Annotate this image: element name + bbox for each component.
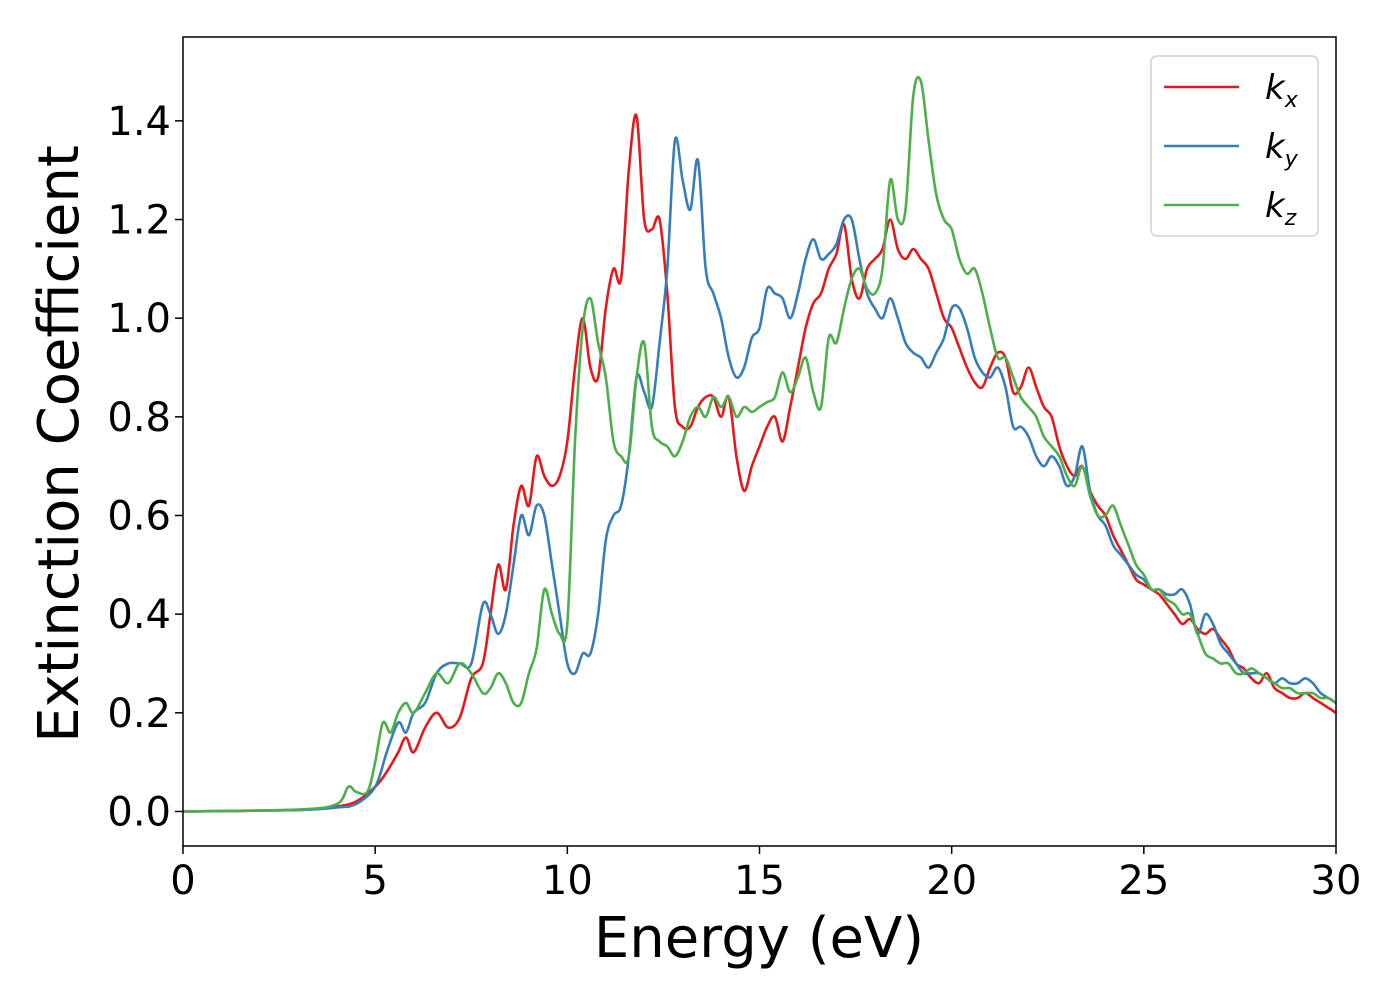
x-tick-label: 30 xyxy=(1311,858,1362,904)
y-tick-label: 1.2 xyxy=(107,198,171,244)
x-tick-label: 25 xyxy=(1118,858,1169,904)
y-tick-label: 0.0 xyxy=(107,789,171,835)
series-group xyxy=(183,75,1336,813)
x-axis-ticks: 0 5 10 15 20 25 30 xyxy=(170,846,1361,904)
y-tick-label: 0.8 xyxy=(107,395,171,441)
legend-label-kz: kz xyxy=(1265,186,1297,231)
x-tick-label: 10 xyxy=(542,858,593,904)
plot-area xyxy=(183,37,1336,846)
plot-background xyxy=(183,37,1336,846)
x-tick-label: 0 xyxy=(170,858,195,904)
x-tick-label: 20 xyxy=(926,858,977,904)
axes-frame xyxy=(182,36,1337,847)
y-axis-label: Extinction Coefficient xyxy=(27,145,92,743)
x-tick-label: 5 xyxy=(362,858,387,904)
axes-border xyxy=(182,36,1337,847)
y-axis-ticks: 0.0 0.2 0.4 0.6 0.8 1.0 1.2 1.4 xyxy=(107,99,183,835)
legend-label-kx: kx xyxy=(1265,68,1299,113)
y-tick-label: 1.4 xyxy=(107,99,171,145)
x-tick-label: 15 xyxy=(734,858,785,904)
y-tick-label: 0.4 xyxy=(107,592,171,638)
y-tick-label: 0.6 xyxy=(107,493,171,539)
x-axis-label: Energy (eV) xyxy=(594,906,924,971)
series-line-kz xyxy=(183,75,1336,813)
y-tick-label: 1.0 xyxy=(107,296,171,342)
series-line-kx xyxy=(183,113,1336,813)
legend: kx ky kz xyxy=(1150,55,1319,237)
series-line-ky xyxy=(183,136,1336,813)
y-tick-label: 0.2 xyxy=(107,691,171,737)
legend-label-ky: ky xyxy=(1265,127,1299,172)
